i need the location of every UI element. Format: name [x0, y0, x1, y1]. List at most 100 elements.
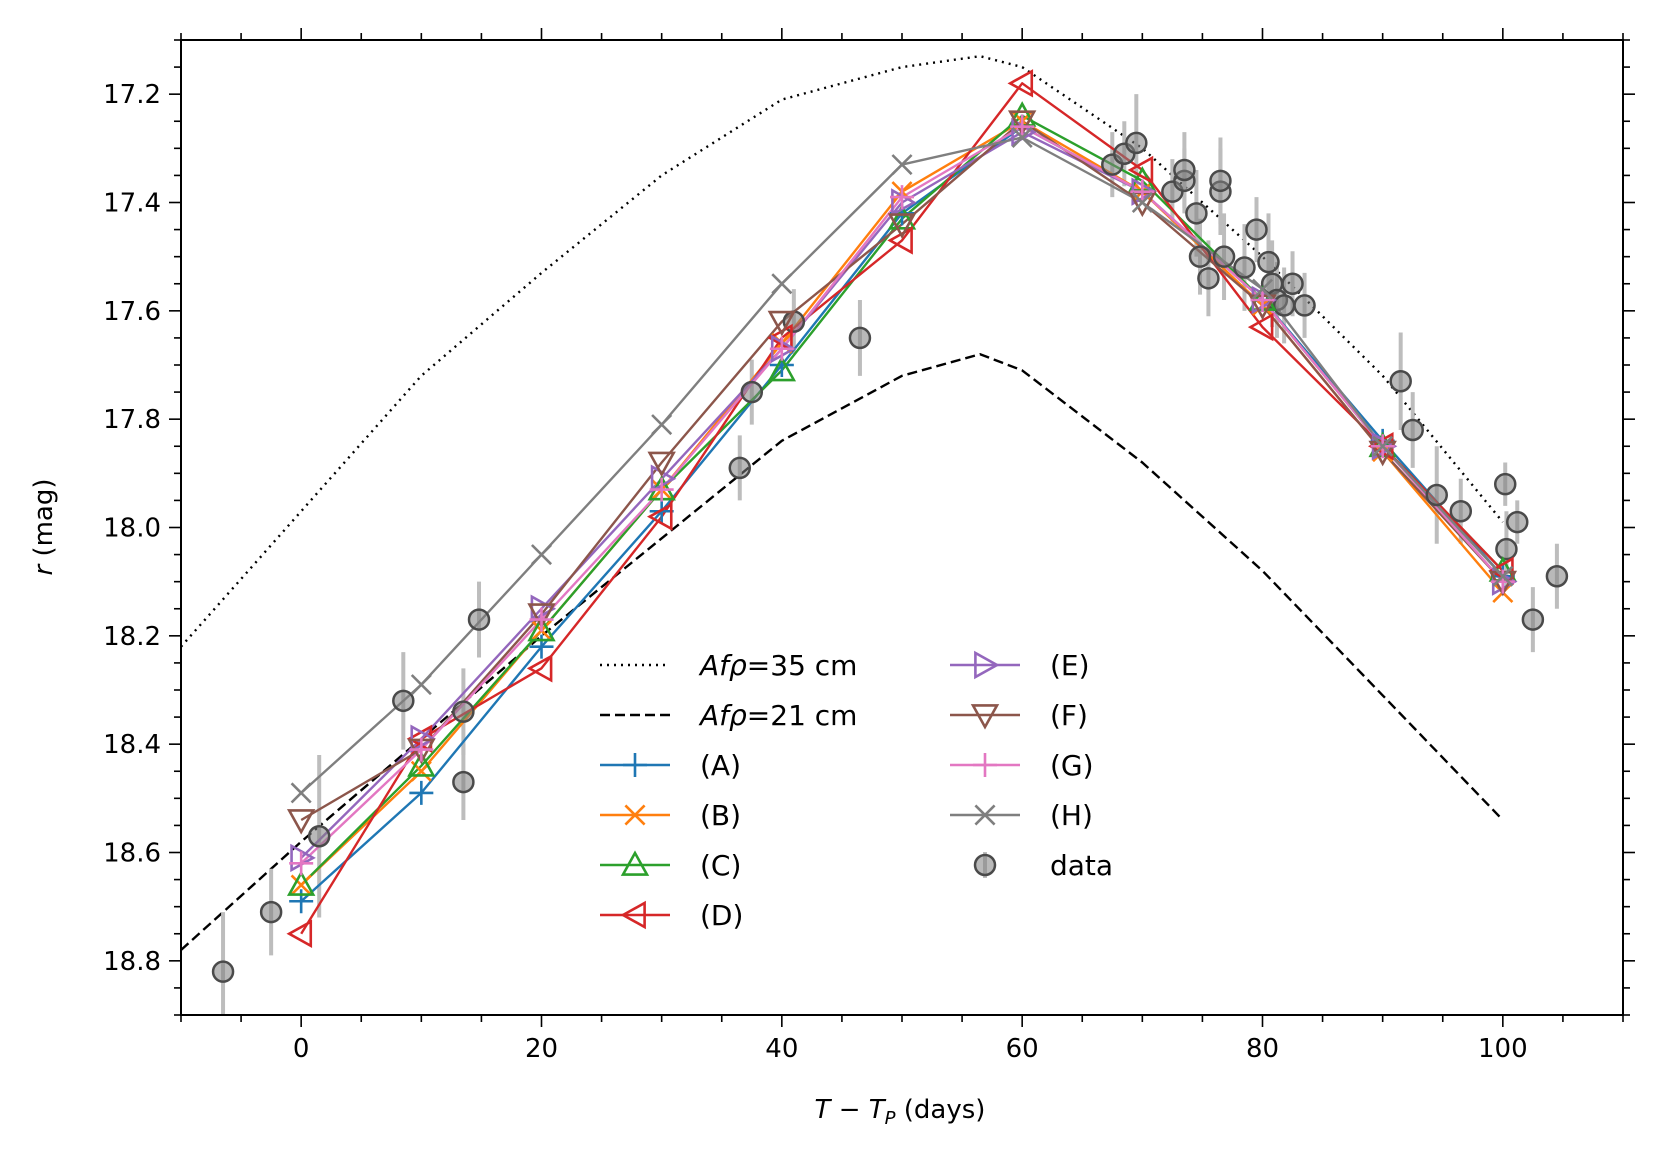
- y-tick-label: 18.8: [103, 947, 161, 977]
- series-line-c: [300, 114, 1504, 886]
- legend-marker-e: [974, 650, 1000, 680]
- series-marker-g: [1010, 114, 1035, 139]
- series-marker-h: [1251, 278, 1274, 300]
- legend-marker-data: [973, 853, 997, 877]
- x-tick-label: 60: [1006, 1034, 1039, 1064]
- x-tick-label: 40: [765, 1034, 798, 1064]
- legend-label-d: (D): [700, 899, 743, 932]
- series-marker-f: [527, 603, 556, 629]
- series-marker-a: [409, 780, 434, 805]
- series-marker-h: [1011, 126, 1033, 149]
- legend-label-a: (A): [700, 749, 741, 782]
- legend-marker-a: [623, 753, 647, 777]
- series-marker-h: [530, 544, 553, 566]
- series-marker-h: [1131, 191, 1153, 214]
- data-point: [1233, 256, 1256, 279]
- series-marker-g: [769, 336, 794, 361]
- data-point: [211, 960, 235, 983]
- series-line-d: [300, 82, 1504, 935]
- series-marker-f: [647, 451, 676, 478]
- series-marker-d: [1127, 155, 1154, 185]
- series-marker-c: [407, 751, 436, 777]
- series-marker-h: [290, 782, 312, 804]
- series-line-f: [300, 119, 1504, 822]
- data-point: [392, 689, 415, 713]
- data-point: [307, 825, 331, 848]
- data-point: [1401, 418, 1424, 442]
- series-marker-g: [1130, 179, 1155, 204]
- series-marker-f: [1007, 110, 1037, 136]
- data-point: [1173, 158, 1196, 182]
- data-point: [1389, 370, 1412, 393]
- data-point: [1209, 169, 1232, 193]
- data-point: [1545, 565, 1569, 588]
- data-point: [1521, 608, 1545, 631]
- series-marker-g: [1490, 569, 1515, 594]
- data-point: [1212, 245, 1236, 268]
- series-marker-c: [527, 615, 556, 642]
- y-tick-label: 18.2: [103, 622, 161, 652]
- data-point: [1188, 245, 1212, 268]
- series-marker-c: [887, 204, 917, 230]
- series-line-a: [300, 125, 1504, 903]
- series-marker-d: [646, 502, 673, 531]
- y-tick-label: 18.4: [103, 730, 161, 760]
- data-point: [1185, 202, 1208, 225]
- y-tick-label: 17.6: [103, 297, 161, 327]
- data-point: [1493, 472, 1517, 496]
- series-marker-d: [526, 654, 553, 683]
- legend-marker-f: [970, 704, 1000, 730]
- data-point: [1257, 250, 1280, 274]
- series-marker-b: [290, 874, 312, 896]
- legend-label-f: (F): [1050, 699, 1088, 732]
- series-marker-c: [286, 870, 316, 896]
- data-point: [259, 900, 283, 924]
- series-marker-h: [1372, 435, 1394, 457]
- data-point: [452, 770, 475, 794]
- x-tick-label: 100: [1478, 1034, 1528, 1064]
- legend-marker-d: [620, 900, 646, 930]
- y-tick-label: 17.4: [103, 189, 161, 219]
- x-axis-label: T − TP (days): [815, 1095, 986, 1129]
- series-marker-g: [890, 185, 914, 210]
- series-marker-h: [410, 674, 432, 696]
- data-point: [1449, 500, 1473, 523]
- data-point: [1272, 294, 1296, 317]
- legend-label-c: (C): [700, 849, 741, 882]
- series-marker-h: [891, 154, 913, 176]
- series-marker-f: [887, 213, 917, 239]
- legend-marker-g: [973, 753, 997, 777]
- x-tick-label: 80: [1246, 1034, 1279, 1064]
- series-marker-a: [529, 634, 554, 659]
- series-marker-g: [289, 851, 314, 876]
- series-marker-d: [1247, 312, 1274, 342]
- data-point: [1506, 510, 1529, 534]
- legend-marker-c: [620, 850, 650, 876]
- data-point: [728, 456, 752, 480]
- series-marker-g: [529, 607, 554, 632]
- data-point: [1245, 218, 1268, 241]
- series-marker-f: [767, 310, 797, 337]
- legend-marker-b: [624, 804, 646, 826]
- data-point: [1197, 267, 1220, 290]
- series-marker-h: [771, 273, 793, 295]
- legend-label-35cm: Afρ=35 cm: [698, 649, 857, 682]
- y-tick-label: 18.6: [103, 839, 161, 869]
- data-point: [1495, 537, 1518, 561]
- legend-label-g: (G): [1050, 749, 1094, 782]
- data-point: [452, 700, 475, 723]
- series-marker-g: [409, 737, 434, 762]
- legend: Afρ=35 cm Afρ=21 cm (A) (B) (C) (D) (E) (F) (G) (…: [600, 649, 1113, 932]
- y-tick-label: 17.2: [103, 80, 161, 110]
- data-point: [467, 608, 491, 631]
- y-tick-label: 18.0: [103, 514, 161, 544]
- data-point: [1425, 483, 1448, 507]
- legend-label-h: (H): [1050, 799, 1093, 832]
- legend-label-data: data: [1050, 849, 1113, 882]
- legend-label-b: (B): [700, 799, 741, 832]
- series-marker-g: [649, 477, 674, 502]
- data-point: [1125, 131, 1148, 155]
- series-marker-d: [1007, 69, 1034, 98]
- data-point: [848, 326, 872, 350]
